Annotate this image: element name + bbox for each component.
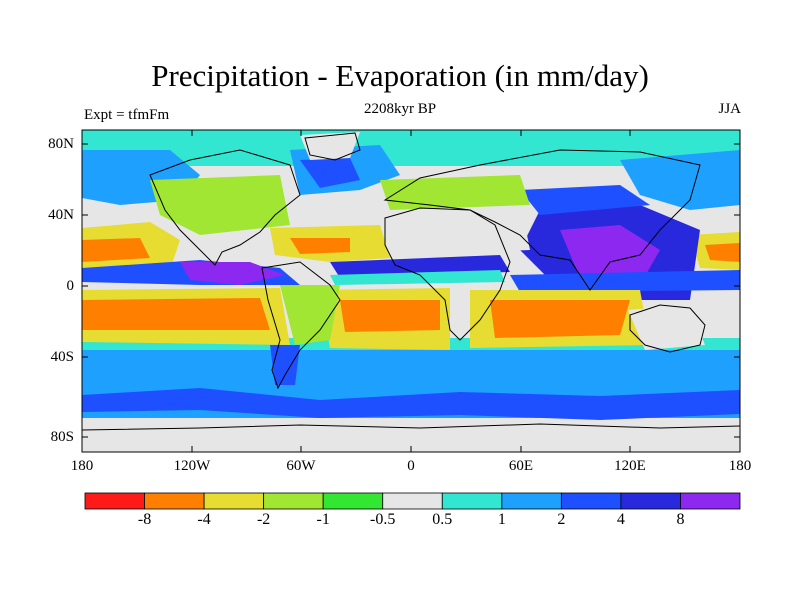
north-america-green <box>150 175 290 235</box>
colorbar-tick-label: -4 <box>197 511 211 528</box>
south-america-green <box>280 285 340 345</box>
north-atlantic-dry-core <box>290 238 350 254</box>
patagonia-blue <box>270 345 300 385</box>
colorbar-swatch <box>501 492 562 510</box>
map-subtitle: 2208kyr BP <box>363 101 437 117</box>
europe-green <box>380 175 530 210</box>
colorbar-tick-label: 4 <box>616 511 625 528</box>
colorbar-tick-label: 2 <box>557 511 566 528</box>
north-america-coast <box>149 149 301 266</box>
colorbar <box>84 492 741 510</box>
lat-label-40s: 40S <box>50 349 74 365</box>
south-atlantic-dry-core <box>340 300 440 332</box>
sahara-neutral <box>390 200 530 255</box>
colorbar-tick-label: -1 <box>316 511 330 528</box>
indian-equatorial <box>510 270 740 292</box>
north-asia-blue <box>520 185 650 215</box>
australia-neutral <box>628 305 705 350</box>
asian-monsoon-core <box>560 225 660 285</box>
north-pacific-blue-east <box>620 150 740 210</box>
lat-label-40n: 40N <box>48 207 74 223</box>
lat-label-80s: 80S <box>50 429 74 445</box>
north-atlantic-deep <box>300 158 360 188</box>
experiment-label: Expt = tfmFm <box>84 107 170 123</box>
colorbar-swatch <box>560 492 622 510</box>
axis-ticks <box>81 130 741 452</box>
southern-ocean-blue <box>82 388 740 420</box>
colorbar-tick-label: -8 <box>137 511 152 528</box>
colorbar-tick-label: 1 <box>497 511 506 528</box>
colorbar-swatch <box>680 492 741 510</box>
colorbar-tick-label: 8 <box>676 511 685 528</box>
south-america-coast <box>261 261 341 390</box>
colorbar-swatch <box>203 492 265 510</box>
lon-label-180w: 180 <box>70 458 94 474</box>
colorbar-tick-label: -0.5 <box>370 511 396 528</box>
season-label: JJA <box>718 101 741 117</box>
map-title: Precipitation - Evaporation (in mm/day) <box>151 58 649 93</box>
colorbar-swatch <box>382 492 443 510</box>
antarctica-coast <box>82 423 740 431</box>
lon-label-60w: 60W <box>286 458 316 474</box>
colorbar-tick-label: 0.5 <box>432 511 453 528</box>
east-pacific-dry-core <box>705 243 740 262</box>
greenland-neutral <box>300 132 360 160</box>
lon-label-180e: 180 <box>728 458 752 474</box>
lon-label-60e: 60E <box>508 458 534 474</box>
precip-evap-field <box>82 130 740 452</box>
australia-coast <box>629 304 706 353</box>
eurasia-coast <box>383 149 701 291</box>
itcz-atlantic-edge <box>330 270 505 285</box>
greenland-coast <box>304 132 361 161</box>
lon-label-0: 0 <box>407 458 415 474</box>
colorbar-swatch <box>322 492 384 510</box>
lat-label-0: 0 <box>66 278 75 294</box>
colorbar-swatch <box>263 492 324 510</box>
colorbar-tick-label: -2 <box>256 511 271 528</box>
colorbar-swatch <box>144 492 205 510</box>
south-pacific-dry-core <box>82 298 270 330</box>
south-indian-dry-core <box>490 300 630 338</box>
coastlines <box>82 132 740 431</box>
lat-label-80n: 80N <box>48 136 74 152</box>
lon-label-120w: 120W <box>173 458 211 474</box>
lon-label-120e: 120E <box>614 458 646 474</box>
colorbar-swatch <box>620 492 681 510</box>
southern-ocean-band <box>82 345 740 380</box>
colorbar-swatch <box>84 492 145 510</box>
north-pacific-dry-core <box>82 238 150 262</box>
itcz-pacific-core <box>180 262 285 285</box>
colorbar-swatch <box>441 492 503 510</box>
